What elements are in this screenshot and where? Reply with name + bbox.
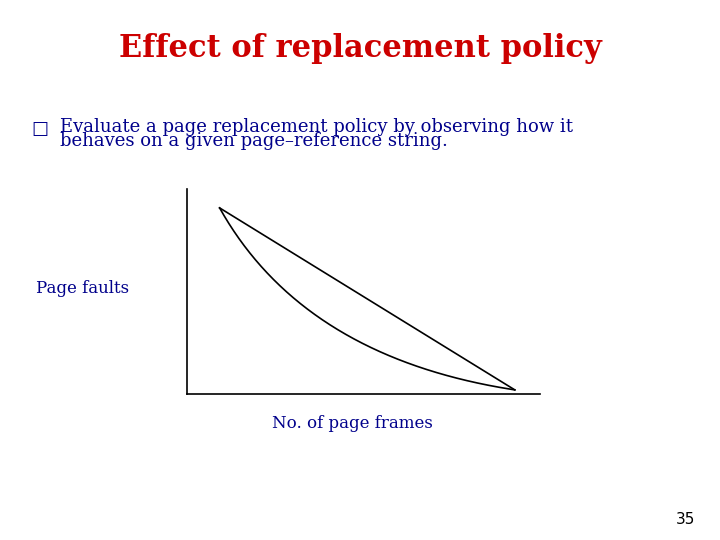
- Text: Evaluate a page replacement policy by observing how it: Evaluate a page replacement policy by ob…: [60, 118, 573, 136]
- Text: □: □: [31, 119, 48, 138]
- Text: Page faults: Page faults: [36, 280, 130, 298]
- Text: Effect of replacement policy: Effect of replacement policy: [119, 33, 601, 64]
- Text: 35: 35: [675, 511, 695, 526]
- Text: behaves on a given page–reference string.: behaves on a given page–reference string…: [60, 132, 448, 151]
- Text: No. of page frames: No. of page frames: [272, 415, 433, 433]
